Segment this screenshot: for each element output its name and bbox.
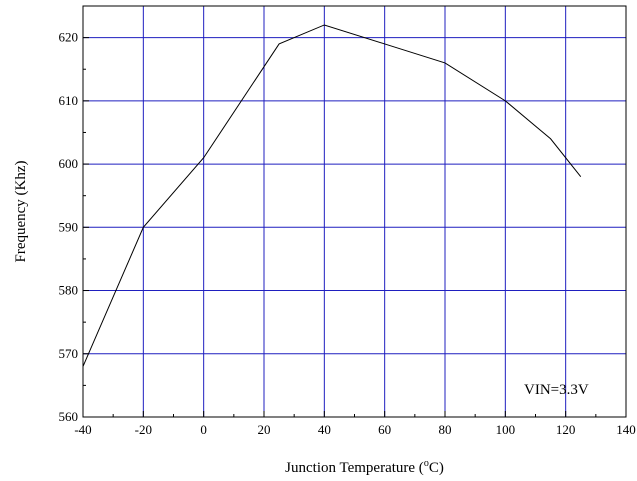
x-tick-label: -40 bbox=[74, 422, 91, 437]
y-tick-label: 580 bbox=[59, 283, 79, 298]
y-axis-label: Frequency (Khz) bbox=[13, 160, 29, 262]
x-tick-label: 100 bbox=[496, 422, 516, 437]
x-tick-labels: -40 -20 0 20 40 60 80 100 120 140 bbox=[74, 422, 635, 437]
x-tick-label: 80 bbox=[439, 422, 452, 437]
y-tick-label: 590 bbox=[59, 219, 79, 234]
x-tick-label: 120 bbox=[556, 422, 576, 437]
x-tick-label: -20 bbox=[135, 422, 152, 437]
frequency-series-line bbox=[82, 24, 582, 367]
axis-ticks bbox=[82, 37, 627, 418]
y-tick-labels: 560 570 580 590 600 610 620 bbox=[59, 30, 79, 424]
y-tick-label: 600 bbox=[59, 156, 79, 171]
x-tick-label: 0 bbox=[200, 422, 207, 437]
x-tick-label: 40 bbox=[318, 422, 331, 437]
x-axis-label: Junction Temperature (oC) bbox=[285, 458, 444, 476]
series bbox=[82, 24, 582, 367]
y-tick-label: 560 bbox=[59, 409, 79, 424]
x-tick-label: 20 bbox=[258, 422, 271, 437]
x-tick-label: 60 bbox=[378, 422, 391, 437]
y-tick-label: 610 bbox=[59, 93, 79, 108]
y-tick-label: 570 bbox=[59, 346, 79, 361]
vin-annotation: VIN=3.3V bbox=[524, 382, 589, 398]
plot-frame bbox=[82, 5, 627, 418]
grid bbox=[83, 6, 626, 417]
y-tick-label: 620 bbox=[59, 30, 79, 45]
x-tick-label: 140 bbox=[616, 422, 636, 437]
